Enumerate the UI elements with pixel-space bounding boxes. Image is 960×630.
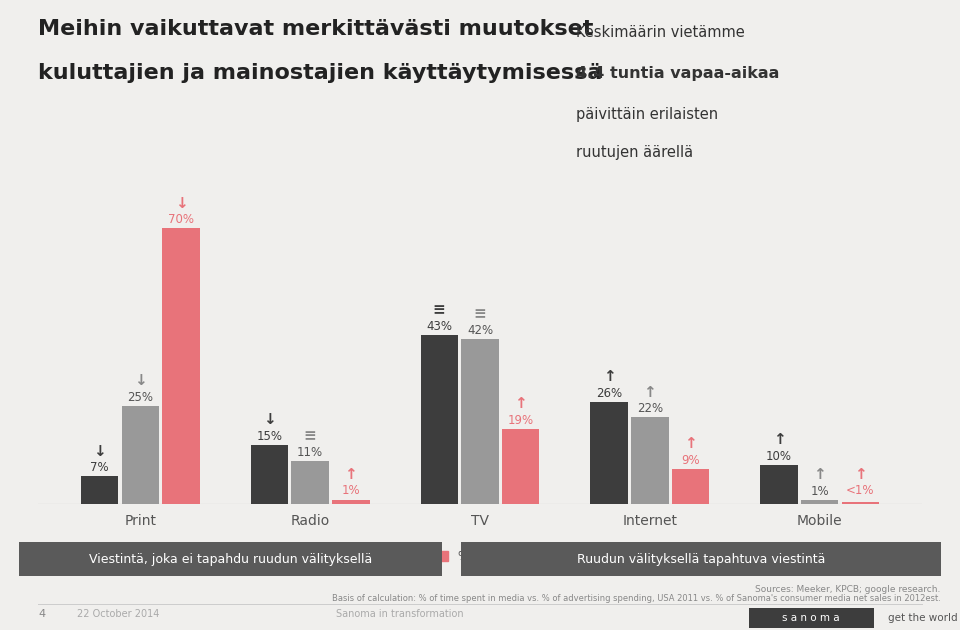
Text: 25%: 25%: [128, 391, 154, 404]
Bar: [672, 469, 709, 504]
Text: Sanoma in transformation: Sanoma in transformation: [336, 609, 464, 619]
Text: ↑: ↑: [854, 467, 867, 481]
Text: 42%: 42%: [467, 324, 493, 336]
Text: <1%: <1%: [846, 484, 875, 497]
Text: Sources: Meeker, KPCB; google research.: Sources: Meeker, KPCB; google research.: [756, 585, 941, 593]
Text: ruutujen äärellä: ruutujen äärellä: [576, 145, 693, 160]
Bar: [420, 335, 458, 504]
Text: 1%: 1%: [810, 485, 829, 498]
Text: ↑: ↑: [515, 396, 527, 411]
Text: 43%: 43%: [426, 319, 452, 333]
Bar: [842, 502, 879, 504]
Text: 1%: 1%: [342, 484, 360, 497]
Text: Viestintä, joka ei tapahdu ruudun välityksellä: Viestintä, joka ei tapahdu ruudun välity…: [88, 553, 372, 566]
Text: Ruudun välityksellä tapahtuva viestintä: Ruudun välityksellä tapahtuva viestintä: [577, 553, 825, 566]
Text: Keskimäärin vietämme: Keskimäärin vietämme: [576, 25, 745, 40]
Text: ↑: ↑: [345, 467, 357, 481]
Text: 26%: 26%: [596, 387, 622, 399]
Text: ↑: ↑: [773, 432, 785, 447]
Bar: [760, 465, 798, 504]
Bar: [292, 461, 329, 504]
Text: ↑: ↑: [684, 436, 697, 451]
Bar: [502, 429, 540, 504]
Text: 22 October 2014: 22 October 2014: [77, 609, 159, 619]
Text: ↓: ↓: [263, 412, 276, 427]
Text: ≡: ≡: [303, 428, 317, 443]
Text: 70%: 70%: [168, 214, 194, 226]
Legend: Time spent, Ad spend, % of Sanoma's media net sales in 2012 (LE): Time spent, Ad spend, % of Sanoma's medi…: [238, 545, 722, 568]
Text: päivittäin erilaisten: päivittäin erilaisten: [576, 107, 718, 122]
Text: 22%: 22%: [636, 403, 663, 415]
Text: 4: 4: [38, 609, 45, 619]
Bar: [251, 445, 288, 504]
Text: ≡: ≡: [433, 302, 445, 317]
Text: Meihin vaikuttavat merkittävästi muutokset: Meihin vaikuttavat merkittävästi muutoks…: [38, 19, 594, 39]
Text: Basis of calculation: % of time spent in media vs. % of advertising spending, US: Basis of calculation: % of time spent in…: [332, 594, 941, 603]
Text: 7%: 7%: [90, 461, 108, 474]
Text: 10%: 10%: [766, 450, 792, 462]
Text: ≡: ≡: [473, 306, 487, 321]
Text: 19%: 19%: [508, 414, 534, 427]
Bar: [590, 402, 628, 504]
Bar: [462, 339, 498, 504]
Text: ↑: ↑: [603, 369, 615, 384]
Text: ↑: ↑: [643, 385, 657, 399]
Text: 9%: 9%: [682, 454, 700, 467]
Bar: [332, 500, 370, 504]
Text: ↓: ↓: [134, 373, 147, 388]
Text: s a n o m a: s a n o m a: [782, 613, 840, 623]
Bar: [801, 500, 838, 504]
Text: ↓: ↓: [93, 444, 106, 459]
Text: ↓: ↓: [175, 196, 187, 210]
Text: 4.4 tuntia vapaa-aikaa: 4.4 tuntia vapaa-aikaa: [576, 66, 780, 81]
Bar: [81, 476, 118, 504]
Text: ↑: ↑: [813, 467, 826, 483]
Text: 15%: 15%: [256, 430, 282, 443]
Bar: [162, 229, 200, 504]
Text: 11%: 11%: [297, 445, 324, 459]
Bar: [122, 406, 159, 504]
Text: kuluttajien ja mainostajien käyttäytymisessä: kuluttajien ja mainostajien käyttäytymis…: [38, 63, 603, 83]
Bar: [631, 417, 668, 504]
Text: get the world: get the world: [888, 613, 958, 623]
